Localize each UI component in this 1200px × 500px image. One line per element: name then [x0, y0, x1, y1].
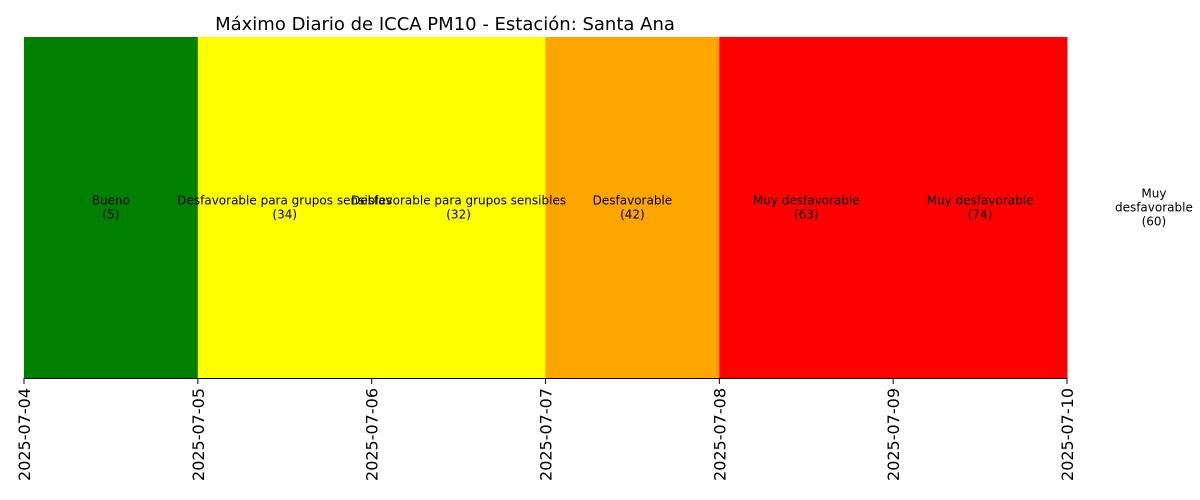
x-tick-label: 2025-07-07: [537, 388, 556, 481]
day-cell-2025-07-09: [893, 37, 1068, 378]
day-cell-2025-07-06: [371, 37, 546, 378]
day-label-2025-07-04: Bueno (5): [92, 194, 130, 222]
day-labels: Bueno (5) Desfavorable para grupos sensibl…: [92, 187, 1193, 229]
day-cell-2025-07-05: [197, 37, 373, 378]
x-tick-label: 2025-07-05: [189, 388, 208, 481]
x-tick-label: 2025-07-04: [15, 388, 34, 481]
day-cell-2025-07-04: [24, 37, 199, 378]
day-label-2025-07-09: Muy desfavorable (74): [927, 194, 1034, 222]
day-label-2025-07-08: Muy desfavorable (63): [753, 194, 860, 222]
day-cell-2025-07-07: [545, 37, 720, 378]
x-tick-label: 2025-07-10: [1058, 388, 1077, 481]
day-label-2025-07-05: Desfavorable para grupos sensibles (34): [177, 194, 392, 222]
day-cells: [24, 37, 1068, 378]
x-tick-label: 2025-07-09: [884, 388, 903, 481]
day-cell-2025-07-08: [719, 37, 894, 378]
x-tick-label: 2025-07-08: [710, 388, 729, 481]
x-axis-ticks: 2025-07-04 2025-07-05 2025-07-06 2025-07-07…: [15, 378, 1077, 481]
day-label-2025-07-07: Desfavorable (42): [593, 194, 673, 222]
day-label-2025-07-06: Desfavorable para grupos sensibles (32): [351, 194, 566, 222]
chart-title: Máximo Diario de ICCA PM10 - Estación: S…: [215, 14, 675, 35]
x-tick-label: 2025-07-06: [363, 388, 382, 481]
day-label-2025-07-10: Muy desfavorable (60): [1115, 187, 1193, 229]
